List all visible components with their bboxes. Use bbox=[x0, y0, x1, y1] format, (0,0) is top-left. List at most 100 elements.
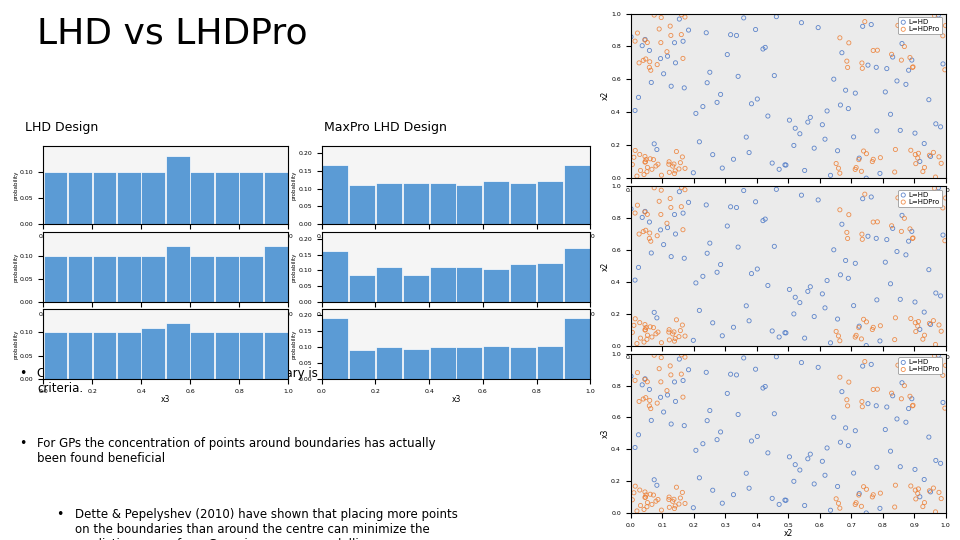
X-axis label: x1: x1 bbox=[161, 240, 170, 249]
L=HD bbox=[915, 188, 930, 197]
L=HDPro bbox=[639, 377, 655, 386]
L=HDPro bbox=[669, 315, 684, 324]
L=HDPro bbox=[854, 235, 870, 244]
L=HDPro bbox=[632, 318, 647, 327]
L=HD bbox=[726, 323, 741, 332]
L=HDPro bbox=[907, 319, 923, 327]
L=HD bbox=[827, 413, 842, 422]
L=HD bbox=[806, 144, 822, 152]
X-axis label: x3: x3 bbox=[161, 395, 170, 404]
L=HD bbox=[827, 75, 842, 84]
L=HD bbox=[834, 387, 850, 396]
L=HD bbox=[912, 325, 927, 334]
L=HD bbox=[786, 309, 802, 318]
L=HDPro bbox=[661, 160, 677, 168]
L=HDPro bbox=[654, 339, 669, 347]
Legend: L=HD, L=HDPro: L=HD, L=HDPro bbox=[899, 190, 942, 207]
L=HDPro bbox=[646, 156, 661, 164]
L=HD bbox=[637, 35, 653, 44]
L=HDPro bbox=[854, 402, 870, 411]
L=HDPro bbox=[628, 482, 643, 490]
L=HDPro bbox=[626, 489, 641, 497]
L=HDPro bbox=[673, 158, 688, 167]
L=HDPro bbox=[853, 335, 869, 343]
L=HD bbox=[794, 191, 809, 199]
L=HDPro bbox=[661, 328, 677, 336]
L=HD bbox=[858, 509, 874, 517]
L=HD bbox=[846, 133, 861, 141]
L=HD bbox=[627, 443, 642, 452]
L=HD bbox=[714, 332, 730, 340]
L=HD bbox=[810, 23, 826, 32]
L=HD bbox=[879, 235, 895, 244]
L=HDPro bbox=[938, 361, 953, 370]
L=HD bbox=[893, 295, 908, 303]
L=HD bbox=[930, 184, 946, 192]
Bar bbox=[456, 185, 483, 224]
L=HD bbox=[656, 408, 671, 416]
L=HDPro bbox=[644, 333, 660, 341]
L=HD bbox=[663, 252, 679, 261]
L=HDPro bbox=[675, 393, 690, 401]
L=HD bbox=[820, 106, 835, 115]
L=HD bbox=[748, 198, 763, 206]
L=HD bbox=[907, 298, 923, 306]
L=HD bbox=[699, 200, 714, 209]
L=HD bbox=[933, 292, 948, 300]
L=HD bbox=[841, 104, 856, 113]
Bar bbox=[348, 185, 375, 224]
L=HD bbox=[631, 263, 646, 272]
L=HD bbox=[864, 20, 879, 29]
Bar bbox=[322, 251, 348, 302]
Y-axis label: x2: x2 bbox=[601, 91, 610, 100]
L=HDPro bbox=[903, 146, 919, 154]
Y-axis label: probability: probability bbox=[292, 170, 297, 200]
Bar bbox=[510, 347, 537, 379]
L=HDPro bbox=[887, 335, 902, 344]
L=HDPro bbox=[857, 17, 873, 26]
L=HDPro bbox=[661, 495, 677, 504]
L=HD bbox=[779, 161, 794, 170]
Text: LHD Design: LHD Design bbox=[25, 122, 98, 134]
L=HD bbox=[649, 481, 664, 490]
L=HD bbox=[912, 157, 927, 166]
L=HDPro bbox=[653, 38, 668, 47]
L=HDPro bbox=[888, 481, 903, 490]
L=HD bbox=[787, 124, 803, 132]
L=HD bbox=[726, 155, 741, 164]
L=HD bbox=[922, 96, 937, 104]
L=HD bbox=[764, 159, 780, 167]
L=HDPro bbox=[639, 38, 655, 47]
L=HDPro bbox=[630, 29, 645, 37]
L=HD bbox=[700, 78, 715, 87]
L=HDPro bbox=[666, 328, 682, 336]
L=HD bbox=[736, 186, 752, 195]
L=HDPro bbox=[641, 402, 657, 410]
L=HDPro bbox=[646, 184, 661, 192]
L=HDPro bbox=[648, 161, 663, 170]
Bar bbox=[375, 183, 402, 224]
Bar bbox=[264, 246, 288, 302]
L=HDPro bbox=[674, 30, 689, 39]
L=HD bbox=[729, 370, 744, 379]
L=HD bbox=[827, 246, 842, 254]
L=HD bbox=[904, 56, 920, 64]
L=HD bbox=[627, 106, 642, 115]
L=HD bbox=[714, 164, 730, 172]
L=HDPro bbox=[654, 506, 669, 515]
L=HDPro bbox=[632, 230, 647, 238]
L=HDPro bbox=[648, 497, 663, 505]
X-axis label: x2: x2 bbox=[161, 319, 170, 328]
L=HD bbox=[756, 217, 771, 225]
L=HD bbox=[930, 351, 946, 360]
L=HD bbox=[635, 213, 650, 222]
L=HD bbox=[688, 279, 704, 287]
Bar bbox=[483, 181, 510, 224]
L=HDPro bbox=[674, 202, 689, 211]
L=HDPro bbox=[852, 156, 867, 164]
L=HD bbox=[792, 130, 807, 138]
L=HD bbox=[787, 460, 803, 469]
L=HD bbox=[750, 432, 765, 441]
L=HD bbox=[756, 384, 771, 393]
L=HD bbox=[653, 54, 668, 63]
